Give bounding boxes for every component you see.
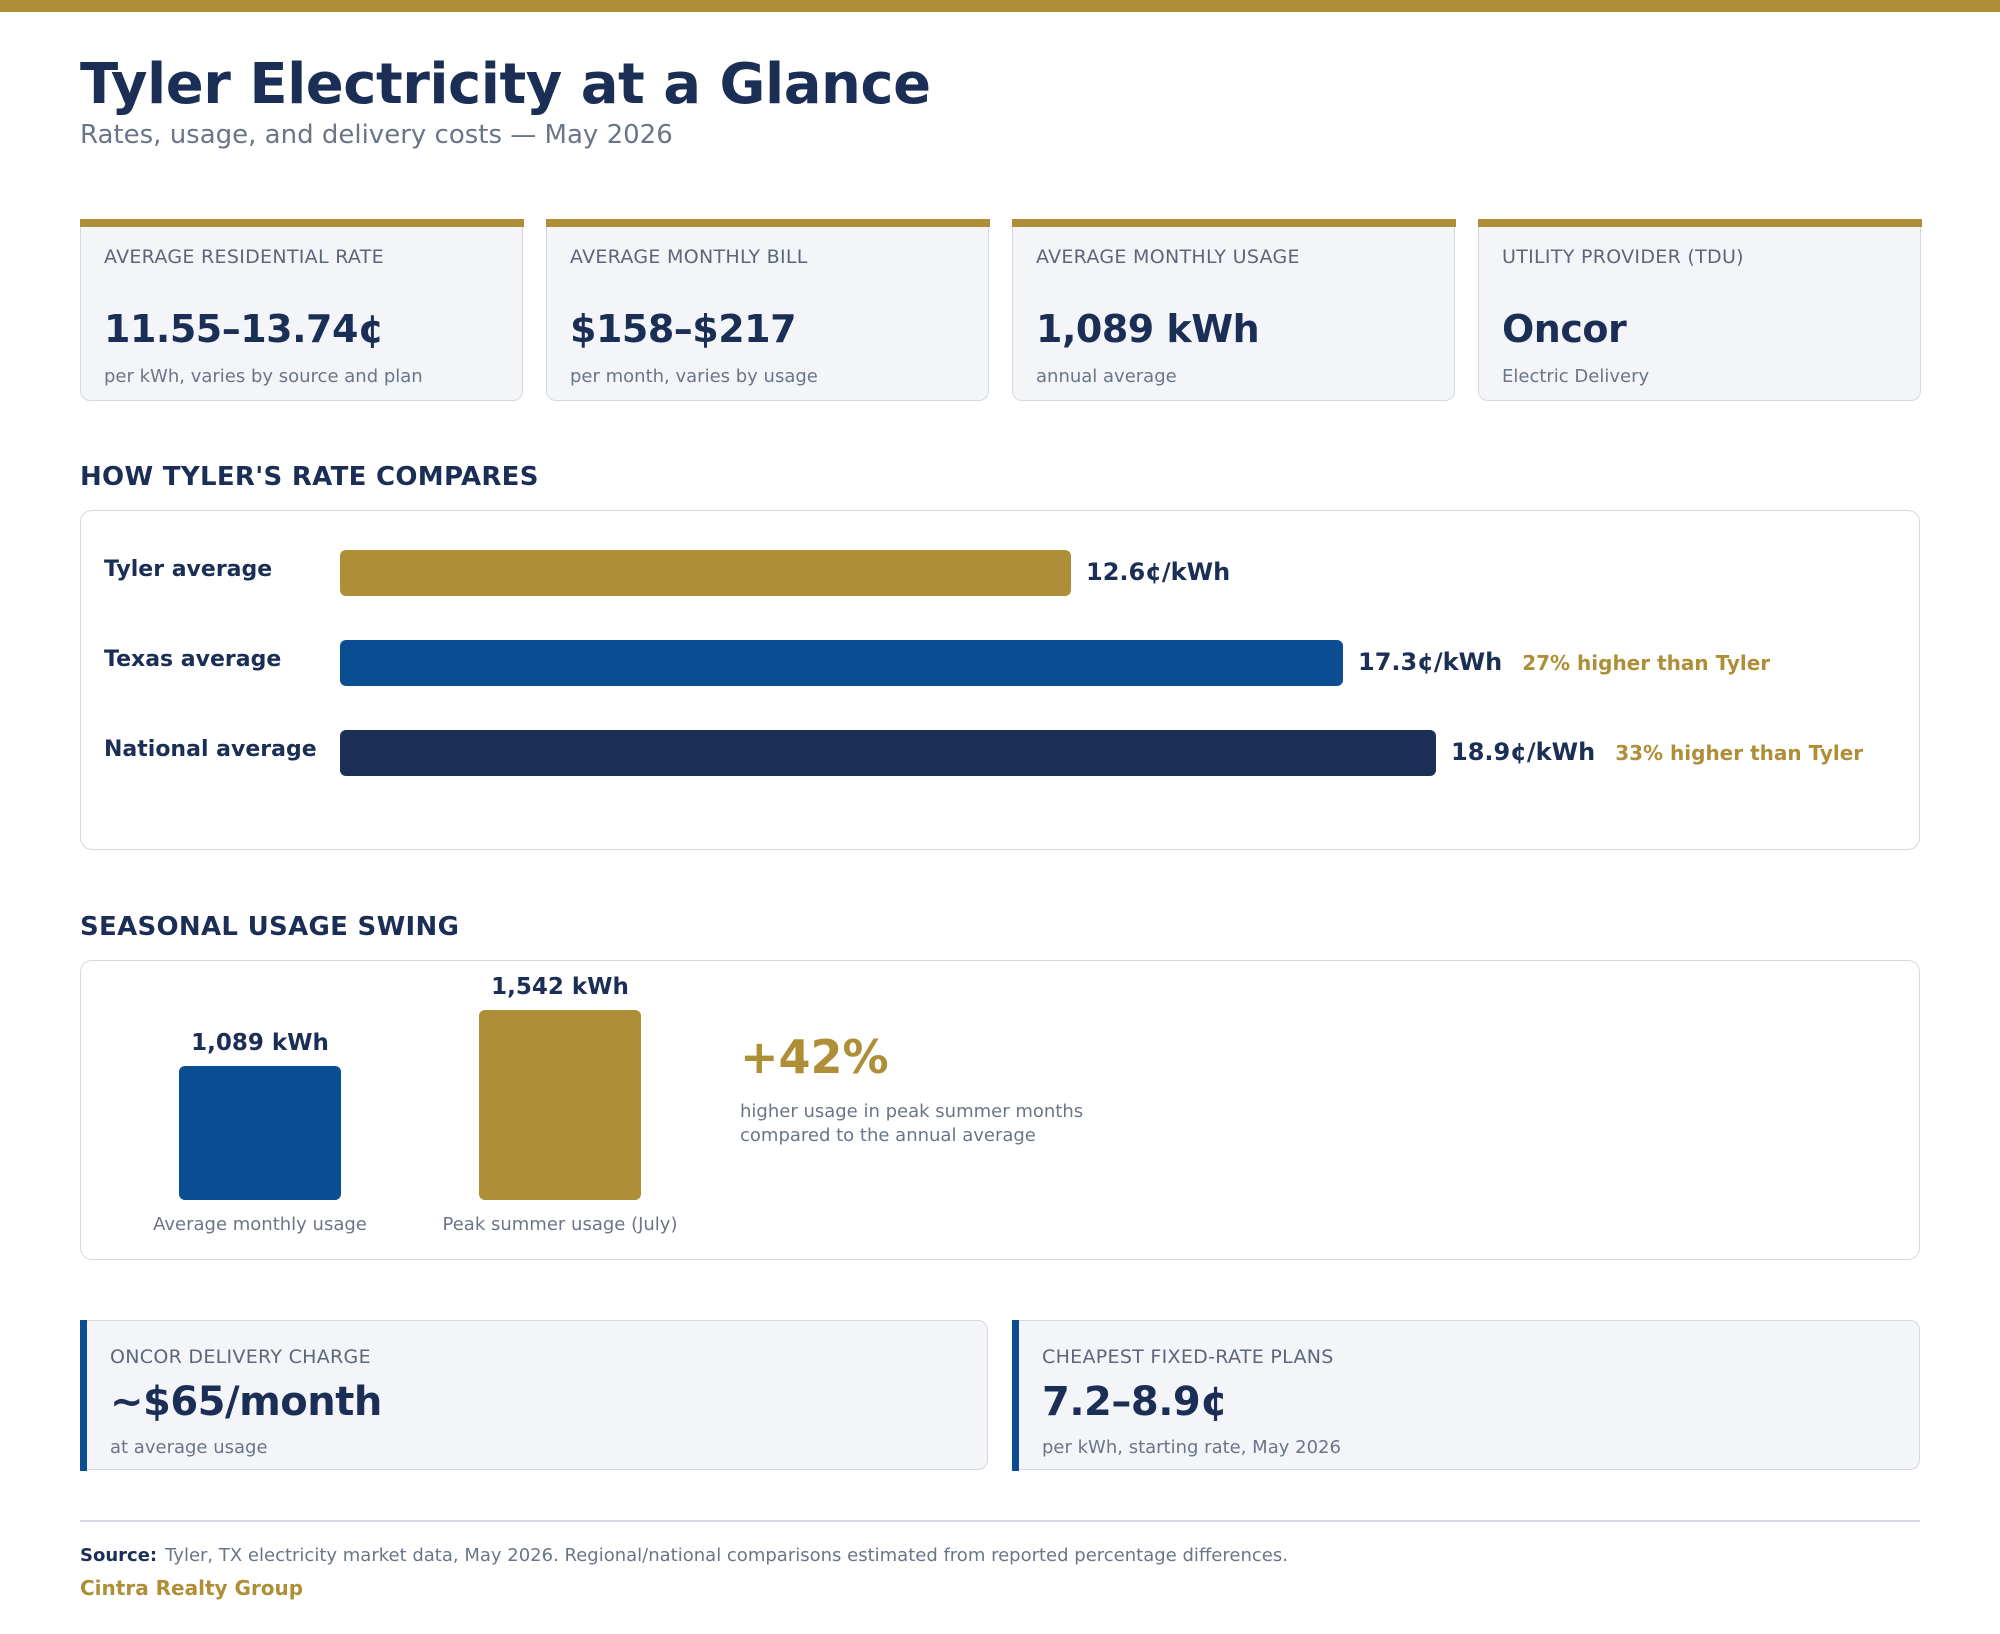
- top-accent-bar: [0, 0, 2000, 12]
- seasonal-section-title: SEASONAL USAGE SWING: [80, 912, 460, 942]
- rate-section-title: HOW TYLER'S RATE COMPARES: [80, 462, 539, 492]
- info-label: CHEAPEST FIXED-RATE PLANS: [1042, 1346, 1334, 1368]
- column-average-usage: [179, 1066, 341, 1200]
- bar-comparison-note: 33% higher than Tyler: [1615, 741, 1864, 765]
- seasonal-chart-panel: [80, 960, 1920, 1260]
- bar-category-label: Texas average: [104, 647, 282, 672]
- bar-value-label: 12.6¢/kWh: [1086, 558, 1231, 586]
- page-title: Tyler Electricity at a Glance: [80, 52, 931, 117]
- column-caption: Peak summer usage (July): [442, 1214, 678, 1235]
- source-text: Tyler, TX electricity market data, May 2…: [165, 1545, 1288, 1566]
- bar-texas: [340, 640, 1343, 686]
- bar-tyler: [340, 550, 1071, 596]
- kpi-sub: Electric Delivery: [1502, 366, 1650, 387]
- bar-value-label: 18.9¢/kWh: [1451, 738, 1596, 766]
- kpi-accent: [1011, 219, 1456, 227]
- kpi-sub: per kWh, varies by source and plan: [104, 366, 423, 387]
- kpi-label: AVERAGE RESIDENTIAL RATE: [104, 246, 384, 268]
- info-value: ~$65/month: [110, 1379, 382, 1425]
- bar-category-label: Tyler average: [104, 557, 273, 582]
- kpi-accent: [1477, 219, 1922, 227]
- kpi-accent: [79, 219, 524, 227]
- swing-percentage: +42%: [740, 1030, 889, 1084]
- kpi-value: 11.55–13.74¢: [104, 307, 384, 351]
- bar-category-label: National average: [104, 737, 317, 762]
- info-value: 7.2–8.9¢: [1042, 1379, 1228, 1425]
- footer-divider: [80, 1520, 1920, 1522]
- column-caption: Average monthly usage: [153, 1214, 367, 1235]
- info-card-delivery: ONCOR DELIVERY CHARGE ~$65/month at aver…: [80, 1319, 988, 1471]
- kpi-label: AVERAGE MONTHLY USAGE: [1036, 246, 1300, 268]
- kpi-sub: annual average: [1036, 366, 1177, 387]
- kpi-card-usage: AVERAGE MONTHLY USAGE 1,089 kWh annual a…: [1011, 219, 1456, 401]
- column-peak-usage: [479, 1010, 641, 1200]
- column-value-label: 1,542 kWh: [491, 974, 629, 1000]
- info-card-fixed-rate: CHEAPEST FIXED-RATE PLANS 7.2–8.9¢ per k…: [1012, 1319, 1920, 1471]
- swing-description: higher usage in peak summer months compa…: [740, 1101, 1084, 1146]
- source-label: Source:: [80, 1545, 158, 1566]
- column-value-label: 1,089 kWh: [191, 1030, 329, 1056]
- kpi-card-bill: AVERAGE MONTHLY BILL $158–$217 per month…: [545, 219, 990, 401]
- bar-comparison-note: 27% higher than Tyler: [1522, 651, 1771, 675]
- info-accent: [80, 1319, 87, 1471]
- info-sub: per kWh, starting rate, May 2026: [1042, 1437, 1341, 1458]
- info-sub: at average usage: [110, 1437, 268, 1458]
- bar-value-label: 17.3¢/kWh: [1358, 648, 1503, 676]
- kpi-label: UTILITY PROVIDER (TDU): [1502, 246, 1744, 268]
- kpi-accent: [545, 219, 990, 227]
- kpi-label: AVERAGE MONTHLY BILL: [570, 246, 808, 268]
- bar-national: [340, 730, 1436, 776]
- brand-name: Cintra Realty Group: [80, 1576, 304, 1600]
- kpi-value: $158–$217: [570, 307, 797, 351]
- kpi-sub: per month, varies by usage: [570, 366, 818, 387]
- kpi-value: Oncor: [1502, 307, 1627, 351]
- kpi-card-rate: AVERAGE RESIDENTIAL RATE 11.55–13.74¢ pe…: [79, 219, 524, 401]
- info-label: ONCOR DELIVERY CHARGE: [110, 1346, 371, 1368]
- page-subtitle: Rates, usage, and delivery costs — May 2…: [80, 120, 673, 150]
- info-accent: [1012, 1319, 1019, 1471]
- kpi-value: 1,089 kWh: [1036, 307, 1260, 351]
- source-line: Source: Tyler, TX electricity market data…: [80, 1545, 1288, 1566]
- kpi-card-provider: UTILITY PROVIDER (TDU) Oncor Electric De…: [1477, 219, 1922, 401]
